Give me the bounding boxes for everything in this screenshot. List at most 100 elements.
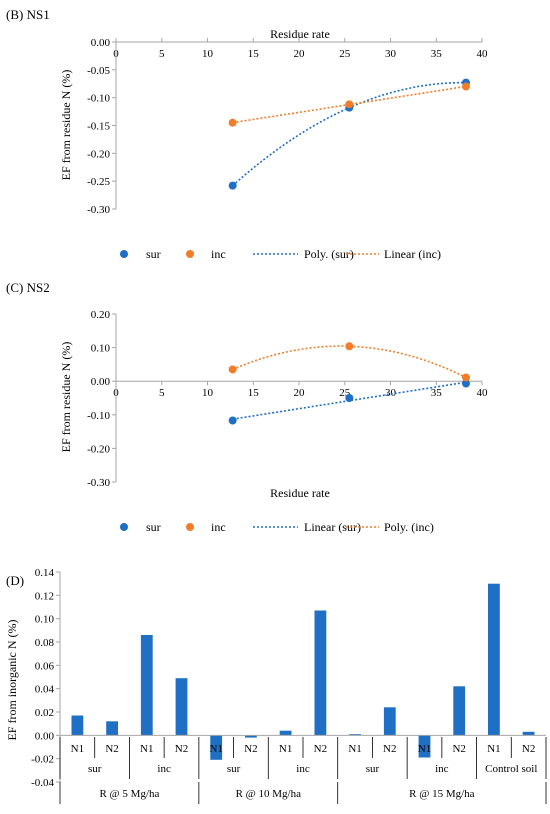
legend-marker-inc [186,250,194,258]
y-tick-label: -0.10 [87,93,110,105]
x-tick-label: 15 [248,48,260,60]
trendline-poly-inc [232,345,467,379]
y-tick-label: -0.05 [87,65,110,77]
panel-b-plot-area [115,41,482,209]
treatment-group-label: sur [227,763,241,775]
category-label: N1 [279,743,292,755]
panel-d-title: (D) [6,573,24,588]
legend-marker-sur [120,250,128,258]
category-label: N1 [209,743,222,755]
y-tick-label: -0.02 [31,754,54,766]
x-tick-label: 10 [202,387,214,399]
treatment-group-label: Control soil [485,763,537,775]
bar [349,734,361,736]
x-tick-label: 5 [159,387,165,399]
panel-b-y-axis-title: EF from residue N (%) [59,70,73,181]
trendline-linear-sur [232,381,467,420]
data-point-sur [461,379,470,388]
x-tick-label: 35 [431,387,443,399]
x-tick-label: 10 [202,48,214,60]
data-point-inc [228,118,237,127]
category-label: N2 [452,743,465,755]
panel-b-legend: sur inc Poly. (sur) Linear (inc) [120,247,441,261]
bar [71,715,84,736]
treatment-group-label: sur [88,763,102,775]
rate-group-label: R @ 10 Mg/ha [236,788,302,800]
y-tick-label: -0.20 [87,148,110,160]
panel-c-y-axis-title: EF from residue N (%) [59,342,73,453]
data-point-sur [228,181,237,190]
panel-d-y-axis-title: EF from inorganic N (%) [5,619,19,740]
y-tick-label: 0.00 [91,376,111,388]
legend-label-sur: sur [146,520,161,534]
bar [314,610,327,736]
legend-label-inc: inc [211,520,226,534]
y-tick-label: -0.10 [87,410,110,422]
x-tick-label: 35 [431,48,443,60]
bar [383,707,396,736]
bar [453,686,466,736]
y-tick-label: 0.12 [35,590,54,602]
y-tick-label: 0.14 [35,567,55,579]
panel-b-y-ticks: 0.00 -0.05 -0.10 -0.15 -0.20 -0.25 -0.30 [87,37,116,216]
category-label: N2 [175,743,188,755]
x-tick-label: 30 [385,387,397,399]
data-point-inc [461,82,470,91]
legend-label-poly-sur: Poly. (sur) [304,247,354,261]
bar [106,721,118,736]
data-point-sur [228,416,237,425]
treatment-group-label: inc [296,763,310,775]
x-tick-label: 20 [294,48,306,60]
data-point-inc [228,365,237,374]
treatment-group-label: inc [435,763,449,775]
y-tick-label: 0.06 [35,660,55,672]
panel-c-plot-area [115,314,482,482]
category-label: N2 [314,743,327,755]
x-tick-label: 20 [294,387,306,399]
rate-group-label: R @ 5 Mg/ha [99,788,159,800]
panel-b-title: (B) NS1 [6,7,50,22]
panel-d-bars [60,583,546,760]
category-label: N1 [418,743,431,755]
panel-b-x-ticks: 0510152025303540 [113,38,488,60]
data-point-inc [461,373,470,382]
legend-label-linear-sur: Linear (sur) [304,520,361,534]
category-label: N1 [71,743,84,755]
data-point-inc [345,342,354,351]
y-tick-label: 0.04 [35,684,55,696]
panel-d-y-ticks: 0.14 0.12 0.10 0.08 0.06 0.04 0.02 0.00 -0.02 -0.… [31,567,61,789]
y-tick-label: 0.00 [91,37,111,49]
category-label: N2 [383,743,396,755]
panel-d: (D) EF from inorganic N (%) 0.14 0.12 0.10… [5,567,547,804]
x-tick-label: 15 [248,387,260,399]
bar [488,583,500,736]
trendline-poly-sur [232,81,466,187]
category-label: N2 [522,743,535,755]
y-tick-label: 0.00 [35,730,55,742]
treatment-group-label: inc [157,763,171,775]
legend-marker-sur [120,523,128,531]
y-tick-label: -0.30 [87,477,110,489]
category-label: N1 [348,743,361,755]
panel-c-y-ticks: 0.20 0.10 0.00 -0.10 -0.20 -0.30 [87,309,116,489]
treatment-group-label: sur [366,763,380,775]
y-tick-label: -0.04 [31,777,54,789]
x-tick-label: 25 [339,387,351,399]
y-tick-label: 0.10 [35,614,55,626]
bar [418,735,431,758]
panel-c-title: (C) NS2 [6,280,50,295]
y-tick-label: -0.25 [87,176,110,188]
category-label: N2 [105,743,118,755]
category-label: N1 [140,743,153,755]
bar [210,735,223,760]
data-point-sur [345,394,354,402]
x-tick-label: 40 [477,387,489,399]
panel-c-x-axis-title: Residue rate [270,486,330,500]
y-tick-label: 0.10 [91,343,111,355]
y-tick-label: 0.02 [35,707,54,719]
bar [522,731,535,736]
legend-label-sur: sur [146,247,161,261]
